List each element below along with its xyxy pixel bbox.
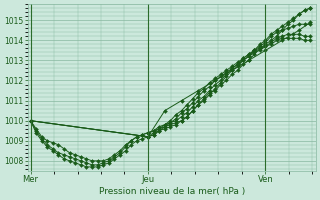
X-axis label: Pression niveau de la mer( hPa ): Pression niveau de la mer( hPa ) bbox=[99, 187, 245, 196]
